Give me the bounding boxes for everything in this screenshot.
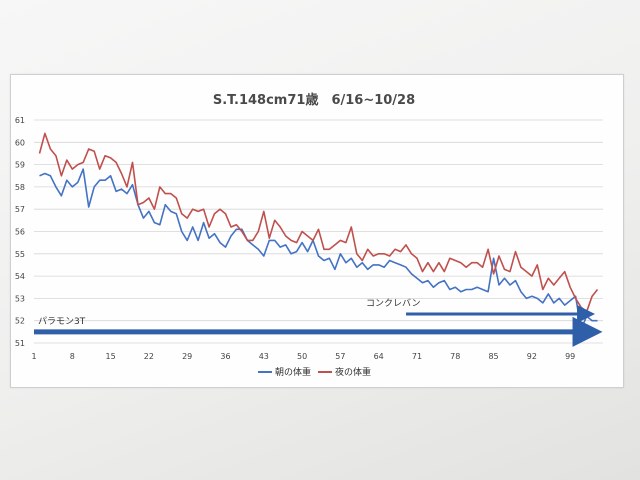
x-tick-label: 22	[144, 352, 154, 361]
x-tick-label: 15	[106, 352, 116, 361]
y-tick-label: 57	[15, 205, 25, 214]
x-tick-label: 8	[70, 352, 75, 361]
y-tick-label: 53	[15, 294, 25, 303]
evening-weight-line	[38, 132, 599, 313]
x-tick-label: 43	[259, 352, 269, 361]
x-tick-label: 1	[31, 352, 36, 361]
x-tick-label: 92	[527, 352, 537, 361]
legend-label: 夜の体重	[335, 366, 371, 378]
y-tick-label: 59	[15, 161, 25, 170]
y-tick-label: 54	[15, 272, 25, 281]
y-tick-label: 55	[15, 250, 25, 259]
paramon-label: パラモン3T	[38, 316, 86, 327]
morning-weight-line	[39, 168, 598, 331]
y-tick-label: 56	[15, 228, 25, 237]
y-tick-label: 58	[15, 183, 25, 192]
y-tick-label: 60	[15, 138, 25, 147]
x-tick-label: 85	[488, 352, 498, 361]
x-tick-label: 57	[335, 352, 345, 361]
x-tick-label: 29	[182, 352, 192, 361]
x-tick-label: 64	[374, 352, 384, 361]
y-tick-label: 61	[15, 116, 25, 125]
y-tick-label: 52	[15, 317, 25, 326]
conclevan-label: コンクレバン	[366, 298, 420, 309]
x-tick-label: 50	[297, 352, 307, 361]
legend-label: 朝の体重	[275, 366, 311, 378]
x-tick-label: 99	[565, 352, 575, 361]
y-tick-label: 51	[15, 339, 25, 348]
x-tick-label: 71	[412, 352, 422, 361]
x-tick-label: 36	[220, 352, 230, 361]
x-tick-label: 78	[450, 352, 460, 361]
chart-title: S.T.148cm71歳 6/16~10/28	[213, 92, 415, 108]
